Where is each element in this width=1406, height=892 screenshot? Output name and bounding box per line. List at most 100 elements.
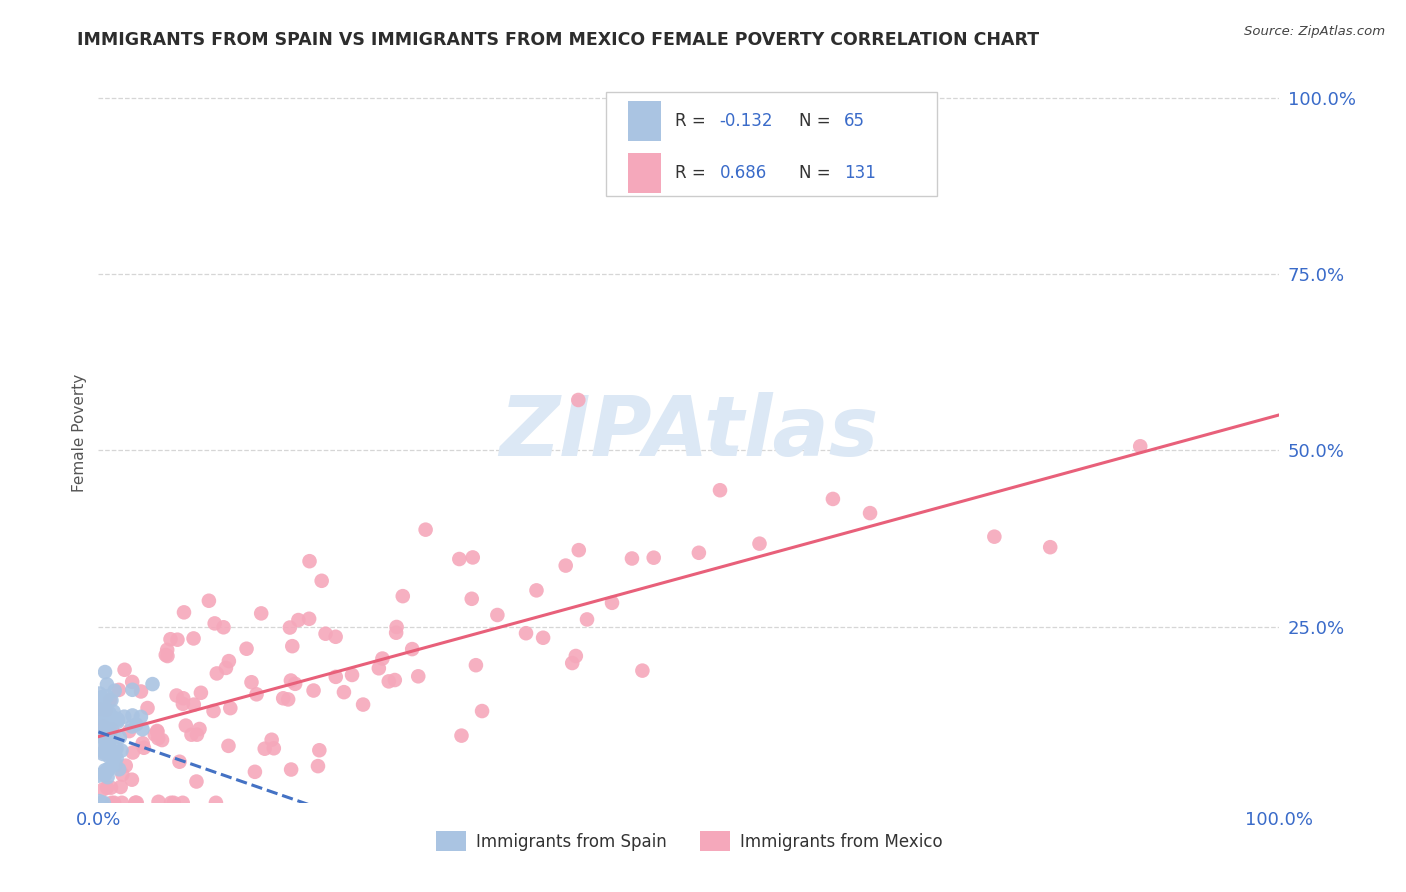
Point xyxy=(125,796,148,810)
Point xyxy=(93,796,115,810)
Point xyxy=(103,744,125,758)
Point xyxy=(1039,540,1062,554)
Point xyxy=(100,724,122,739)
Point xyxy=(91,738,114,752)
Point xyxy=(90,690,112,705)
Point xyxy=(87,717,110,731)
Point xyxy=(406,669,429,683)
Point xyxy=(141,677,163,691)
Point xyxy=(96,677,118,691)
Point xyxy=(105,741,128,756)
Point xyxy=(90,710,112,724)
Point xyxy=(471,704,494,718)
Text: N =: N = xyxy=(799,112,835,130)
Point xyxy=(180,728,202,742)
Point xyxy=(108,762,131,776)
Point xyxy=(89,794,111,808)
Point xyxy=(97,742,120,756)
Point xyxy=(688,546,710,560)
Point xyxy=(174,718,197,732)
Point xyxy=(121,772,143,787)
Point xyxy=(103,754,125,768)
Point xyxy=(190,686,212,700)
Point xyxy=(352,698,374,712)
Text: R =: R = xyxy=(675,164,711,182)
Point xyxy=(367,661,389,675)
Point xyxy=(205,796,228,810)
Point xyxy=(245,687,267,701)
Point xyxy=(169,755,191,769)
Point xyxy=(91,704,114,718)
Point xyxy=(284,677,307,691)
Point xyxy=(150,733,173,747)
Point xyxy=(100,693,122,707)
Point xyxy=(325,670,347,684)
Point xyxy=(89,701,111,715)
Point xyxy=(124,796,146,810)
Point xyxy=(125,717,148,731)
Point xyxy=(378,674,401,689)
Point xyxy=(287,613,309,627)
Point xyxy=(91,767,114,781)
Point xyxy=(97,770,120,784)
Point xyxy=(311,574,333,588)
Point xyxy=(333,685,356,699)
Point xyxy=(90,796,112,810)
Point xyxy=(385,625,408,640)
Point xyxy=(132,740,155,755)
Point xyxy=(143,727,166,741)
Point xyxy=(371,651,394,665)
Point xyxy=(183,632,205,646)
Point xyxy=(278,621,301,635)
Point xyxy=(121,720,143,734)
Point xyxy=(308,743,330,757)
Point xyxy=(526,583,548,598)
Point xyxy=(89,698,111,712)
Point xyxy=(461,550,484,565)
Point xyxy=(250,607,273,621)
Point xyxy=(111,767,134,781)
Point xyxy=(263,741,285,756)
Point xyxy=(576,612,599,626)
Point xyxy=(160,796,183,810)
Point xyxy=(87,769,110,783)
Point xyxy=(94,734,117,748)
Point xyxy=(159,632,181,647)
Point xyxy=(112,709,135,723)
Point xyxy=(110,743,132,757)
FancyBboxPatch shape xyxy=(627,153,661,194)
Point xyxy=(415,523,437,537)
Point xyxy=(146,724,169,739)
Point xyxy=(554,558,576,573)
Point xyxy=(461,591,484,606)
Point xyxy=(121,675,143,690)
Point xyxy=(202,704,225,718)
Point xyxy=(204,616,226,631)
Point xyxy=(94,700,117,714)
Point xyxy=(101,722,124,736)
Point xyxy=(156,648,179,663)
Point xyxy=(101,751,124,765)
Point xyxy=(307,759,329,773)
Point xyxy=(100,796,122,810)
Point xyxy=(280,763,302,777)
Point xyxy=(97,711,120,725)
Point xyxy=(96,739,118,753)
Point xyxy=(271,691,294,706)
Point xyxy=(114,663,136,677)
Point xyxy=(96,724,118,739)
Point xyxy=(148,795,170,809)
Text: -0.132: -0.132 xyxy=(720,112,773,130)
Point xyxy=(146,723,169,738)
Point xyxy=(105,751,128,765)
Point xyxy=(96,780,118,795)
Point xyxy=(385,620,408,634)
Legend: Immigrants from Spain, Immigrants from Mexico: Immigrants from Spain, Immigrants from M… xyxy=(429,825,949,857)
Point xyxy=(121,708,143,723)
Point xyxy=(567,392,589,407)
Point xyxy=(111,796,134,810)
Point xyxy=(859,506,882,520)
Point xyxy=(94,665,117,679)
Point xyxy=(131,723,153,737)
Point xyxy=(340,668,363,682)
